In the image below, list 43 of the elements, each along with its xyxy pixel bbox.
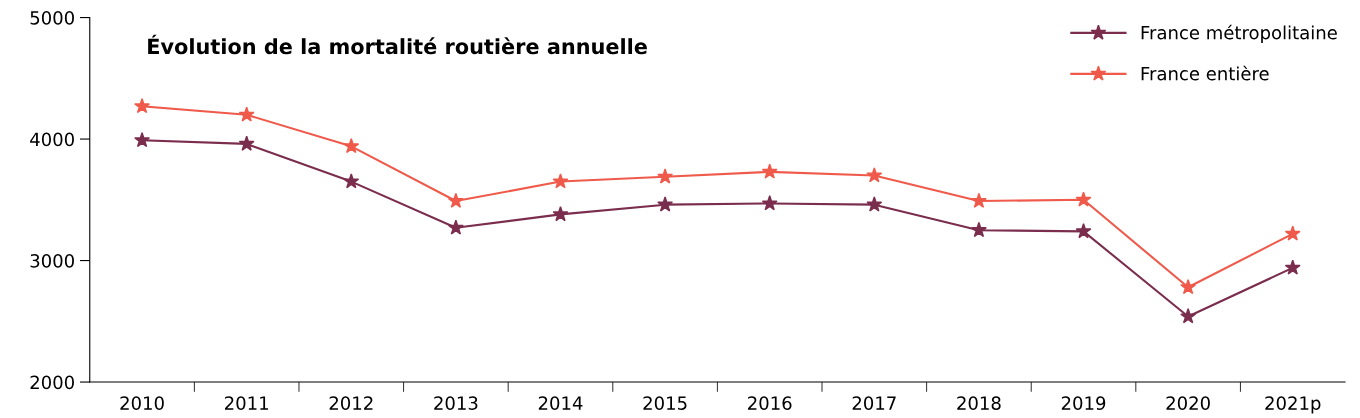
- x-tick-label: 2018: [957, 396, 1001, 410]
- point: [343, 173, 360, 189]
- y-tick-label: 5000: [30, 11, 74, 25]
- x-tick-label: 2012: [329, 396, 373, 410]
- y-tick-label: 2000: [30, 375, 74, 390]
- text: Évolution de la mortalité routière annuelle: [148, 34, 647, 55]
- point: [657, 168, 674, 184]
- point: [1284, 225, 1301, 241]
- point: [238, 135, 255, 151]
- x-tick-label: 2021p: [1265, 396, 1321, 414]
- x-tick-label: 2020: [1166, 396, 1210, 410]
- x-tick-label: 2019: [1061, 396, 1106, 410]
- point: [447, 219, 464, 235]
- point: [866, 167, 883, 183]
- point: [134, 97, 151, 114]
- point: [970, 221, 987, 238]
- point: [761, 195, 778, 211]
- y-tick-label: 3000: [30, 254, 74, 268]
- point: [1075, 223, 1092, 239]
- point: [1180, 278, 1197, 295]
- x-tick-label: 2013: [434, 396, 478, 410]
- point: [552, 206, 569, 222]
- point: [761, 163, 778, 179]
- point: [1075, 191, 1092, 207]
- legend-label: France métropolitaine: [1141, 24, 1337, 43]
- point: [447, 192, 464, 208]
- point: [1180, 308, 1197, 324]
- x-tick-label: 2017: [852, 396, 896, 410]
- point: [1284, 259, 1301, 275]
- point: [657, 196, 674, 212]
- x-tick-label: 2014: [538, 396, 583, 410]
- x-tick-label: 2010: [120, 396, 164, 410]
- point: [552, 173, 569, 189]
- x-tick-label: 2011: [225, 396, 268, 410]
- x-tick-label: 2016: [748, 396, 792, 410]
- point: [866, 196, 883, 212]
- point: [343, 138, 360, 154]
- point: [970, 192, 987, 208]
- legend-label: France entière: [1141, 65, 1269, 81]
- x-tick-label: 2015: [643, 396, 687, 410]
- point: [134, 131, 151, 148]
- point: [238, 106, 255, 122]
- y-tick-label: 4000: [30, 132, 74, 147]
